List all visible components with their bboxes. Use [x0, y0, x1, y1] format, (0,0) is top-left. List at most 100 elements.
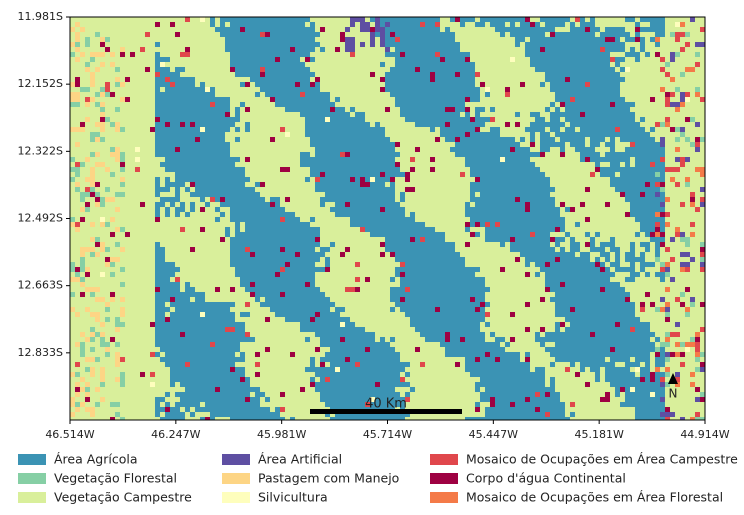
raster-cell: [85, 377, 100, 382]
raster-cell: [305, 92, 330, 97]
raster-cell: [690, 347, 695, 352]
raster-cell: [170, 202, 175, 207]
raster-cell: [645, 302, 650, 307]
raster-cell: [315, 272, 395, 277]
raster-cell: [185, 387, 215, 392]
raster-cell: [615, 242, 630, 247]
raster-cell: [90, 82, 95, 87]
raster-cell: [320, 202, 325, 207]
raster-cell: [585, 367, 590, 372]
raster-cell: [155, 412, 160, 417]
raster-cell: [440, 57, 445, 62]
raster-cell: [105, 37, 110, 42]
raster-cell: [240, 117, 305, 122]
raster-cell: [575, 147, 595, 152]
raster-cell: [110, 147, 115, 152]
raster-cell: [275, 407, 280, 412]
raster-cell: [680, 322, 705, 327]
raster-cell: [245, 227, 320, 232]
raster-cell: [240, 342, 320, 347]
raster-cell: [280, 197, 285, 202]
raster-cell: [115, 122, 120, 127]
raster-cell: [530, 232, 535, 237]
raster-cell: [300, 322, 340, 327]
raster-cell: [360, 177, 365, 182]
raster-cell: [385, 127, 430, 132]
raster-cell: [615, 37, 620, 42]
raster-cell: [115, 217, 155, 222]
raster-cell: [545, 327, 555, 332]
raster-cell: [670, 102, 680, 107]
raster-cell: [70, 402, 75, 407]
raster-cell: [340, 367, 405, 372]
raster-cell: [175, 32, 180, 37]
raster-cell: [475, 192, 480, 197]
raster-cell: [155, 42, 160, 47]
raster-cell: [205, 292, 250, 297]
raster-cell: [645, 37, 650, 42]
raster-cell: [640, 117, 645, 122]
raster-cell: [540, 392, 545, 397]
raster-cell: [650, 237, 665, 242]
raster-cell: [375, 122, 380, 127]
raster-cell: [480, 82, 485, 87]
raster-cell: [470, 107, 475, 112]
raster-cell: [465, 257, 515, 262]
raster-cell: [245, 157, 250, 162]
raster-cell: [270, 97, 275, 102]
raster-cell: [305, 57, 310, 62]
raster-cell: [565, 152, 580, 157]
raster-cell: [670, 197, 690, 202]
raster-cell: [600, 287, 605, 292]
raster-cell: [90, 337, 95, 342]
raster-cell: [90, 102, 95, 107]
raster-cell: [465, 227, 470, 232]
raster-cell: [495, 222, 500, 227]
raster-cell: [90, 157, 115, 162]
raster-cell: [85, 387, 90, 392]
raster-cell: [345, 42, 355, 47]
raster-cell: [640, 27, 665, 32]
raster-cell: [155, 407, 165, 412]
raster-cell: [510, 87, 550, 92]
raster-cell: [530, 272, 535, 277]
raster-cell: [680, 232, 685, 237]
raster-cell: [240, 377, 245, 382]
raster-cell: [520, 42, 525, 47]
raster-cell: [80, 402, 85, 407]
raster-cell: [400, 52, 405, 57]
raster-cell: [95, 162, 105, 167]
raster-cell: [320, 177, 350, 182]
raster-cell: [270, 397, 320, 402]
raster-cell: [100, 337, 105, 342]
raster-cell: [475, 117, 490, 122]
raster-cell: [260, 362, 310, 367]
raster-cell: [155, 192, 160, 197]
raster-cell: [205, 207, 215, 212]
scale-label: 40 Km: [365, 397, 407, 412]
raster-cell: [305, 132, 385, 137]
raster-cell: [470, 197, 515, 202]
raster-cell: [635, 327, 650, 332]
raster-cell: [665, 287, 670, 292]
raster-cell: [100, 152, 110, 157]
raster-cell: [135, 147, 140, 152]
raster-cell: [165, 392, 170, 397]
raster-cell: [700, 202, 705, 207]
raster-cell: [70, 62, 85, 67]
raster-cell: [235, 72, 260, 77]
raster-cell: [665, 332, 670, 337]
raster-cell: [565, 402, 570, 407]
raster-cell: [80, 352, 85, 357]
raster-cell: [300, 162, 395, 167]
raster-cell: [170, 67, 175, 72]
raster-cell: [555, 32, 595, 37]
raster-cell: [640, 302, 645, 307]
raster-cell: [125, 297, 155, 302]
raster-cell: [340, 152, 345, 157]
raster-cell: [75, 412, 90, 417]
raster-cell: [400, 357, 465, 362]
raster-cell: [695, 42, 705, 47]
raster-cell: [100, 202, 105, 207]
raster-cell: [90, 72, 95, 77]
